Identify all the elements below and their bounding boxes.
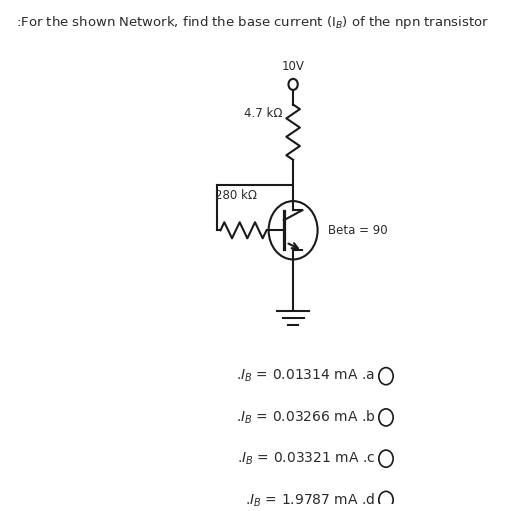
Text: :For the shown Network, find the base current (I$_B$) of the npn transistor: :For the shown Network, find the base cu…: [16, 14, 489, 31]
Text: .$I_B$ = 0.03321 mA .c: .$I_B$ = 0.03321 mA .c: [236, 451, 375, 467]
Text: 4.7 kΩ: 4.7 kΩ: [243, 107, 282, 120]
Text: 280 kΩ: 280 kΩ: [215, 189, 257, 202]
Text: .$I_B$ = 1.9787 mA .d: .$I_B$ = 1.9787 mA .d: [244, 491, 375, 508]
Text: Beta = 90: Beta = 90: [328, 224, 387, 237]
Text: 10V: 10V: [281, 60, 304, 73]
Text: .$I_B$ = 0.03266 mA .b: .$I_B$ = 0.03266 mA .b: [235, 409, 375, 426]
Text: .$I_B$ = 0.01314 mA .a: .$I_B$ = 0.01314 mA .a: [236, 368, 375, 384]
